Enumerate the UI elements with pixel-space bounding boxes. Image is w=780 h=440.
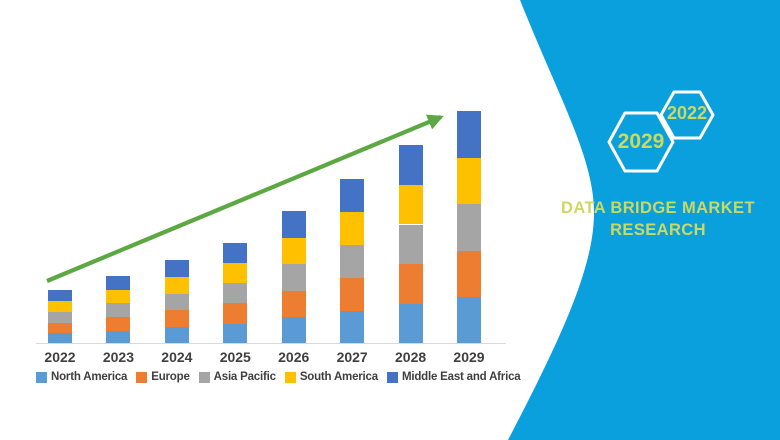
bar-segment-middle-east-and-africa-2025 <box>223 242 248 263</box>
bar-segment-south-america-2026 <box>281 237 306 265</box>
bar-segment-north-america-2026 <box>281 317 306 344</box>
legend-swatch-icon <box>136 371 148 383</box>
bar-segment-north-america-2025 <box>223 323 248 344</box>
bar-segment-south-america-2022 <box>48 301 72 312</box>
bar-segment-middle-east-and-africa-2028 <box>398 144 423 185</box>
bar-segment-europe-2029 <box>457 250 481 298</box>
bar-segment-middle-east-and-africa-2022 <box>48 290 72 302</box>
bar-segment-europe-2028 <box>398 264 423 305</box>
bar-segment-north-america-2022 <box>48 333 72 344</box>
brand-panel-shape <box>508 0 780 440</box>
legend-item-middle-east-and-africa: Middle East and Africa <box>386 371 521 383</box>
bar-segment-middle-east-and-africa-2026 <box>281 211 306 238</box>
bar-segment-north-america-2029 <box>457 297 481 344</box>
hexagon-small-year-label: 2022 <box>666 103 708 123</box>
bar-segment-south-america-2024 <box>164 276 189 294</box>
brand-name-line1: DATA BRIDGE MARKET <box>561 199 755 217</box>
brand-name: DATA BRIDGE MARKET RESEARCH <box>556 197 760 241</box>
x-axis-label-2023: 2023 <box>102 349 134 365</box>
legend-item-asia-pacific: Asia Pacific <box>198 371 276 383</box>
bar-segment-asia-pacific-2028 <box>398 224 423 265</box>
legend-swatch-icon <box>386 371 398 383</box>
legend-swatch-icon <box>198 371 210 383</box>
x-axis-label-2025: 2025 <box>219 349 251 365</box>
bar-segment-asia-pacific-2029 <box>457 204 481 251</box>
hexagon-large-icon <box>607 111 675 173</box>
bar-segment-europe-2023 <box>106 317 131 331</box>
bar-segment-south-america-2029 <box>457 157 481 205</box>
bar-segment-north-america-2028 <box>398 304 423 344</box>
chart-legend: North America Europe Asia Pacific South Ame… <box>36 371 521 383</box>
x-axis-label-2028: 2028 <box>395 349 427 365</box>
bar-segment-europe-2026 <box>281 290 306 318</box>
x-axis-line <box>36 343 506 344</box>
bar-segment-middle-east-and-africa-2024 <box>164 260 189 277</box>
bar-segment-europe-2027 <box>340 277 365 311</box>
trend-arrow-icon <box>46 114 444 283</box>
bar-segment-middle-east-and-africa-2029 <box>457 111 481 158</box>
bar-segment-asia-pacific-2027 <box>340 244 365 278</box>
legend-label: Europe <box>151 371 190 383</box>
x-axis-label-2026: 2026 <box>278 349 310 365</box>
x-axis-label-2027: 2027 <box>336 349 368 365</box>
x-axis-label-2024: 2024 <box>161 349 193 365</box>
bar-segment-asia-pacific-2024 <box>164 293 189 311</box>
bar-segment-south-america-2028 <box>398 184 423 225</box>
bar-segment-north-america-2027 <box>340 310 365 344</box>
bar-segment-asia-pacific-2025 <box>223 283 248 304</box>
x-axis-label-2029: 2029 <box>453 349 485 365</box>
legend-item-europe: Europe <box>136 371 190 383</box>
brand-name-line2: RESEARCH <box>610 221 706 239</box>
legend-label: South America <box>299 371 378 383</box>
legend-label: North America <box>51 371 128 383</box>
hexagon-small-icon <box>659 90 715 140</box>
bar-segment-north-america-2024 <box>164 327 189 344</box>
bar-segment-asia-pacific-2026 <box>281 264 306 291</box>
bar-segment-europe-2024 <box>164 310 189 328</box>
bar-segment-south-america-2025 <box>223 262 248 284</box>
x-axis-label-2022: 2022 <box>44 349 76 365</box>
hexagon-large-year-label: 2029 <box>617 130 665 153</box>
legend-swatch-icon <box>284 371 296 383</box>
bar-segment-south-america-2023 <box>106 289 131 304</box>
bar-segment-europe-2025 <box>223 303 248 324</box>
bar-segment-middle-east-and-africa-2027 <box>340 178 365 212</box>
bar-segment-south-america-2027 <box>340 211 365 245</box>
legend-label: Middle East and Africa <box>401 371 521 383</box>
legend-swatch-icon <box>36 371 47 383</box>
legend-label: Asia Pacific <box>213 371 276 383</box>
legend-item-south-america: South America <box>284 371 378 383</box>
bar-segment-europe-2022 <box>48 322 72 334</box>
bar-segment-asia-pacific-2023 <box>106 303 131 317</box>
bar-segment-middle-east-and-africa-2023 <box>106 276 131 290</box>
bar-segment-asia-pacific-2022 <box>48 311 72 323</box>
legend-item-north-america: North America <box>36 371 127 383</box>
bar-segment-north-america-2023 <box>106 330 131 344</box>
